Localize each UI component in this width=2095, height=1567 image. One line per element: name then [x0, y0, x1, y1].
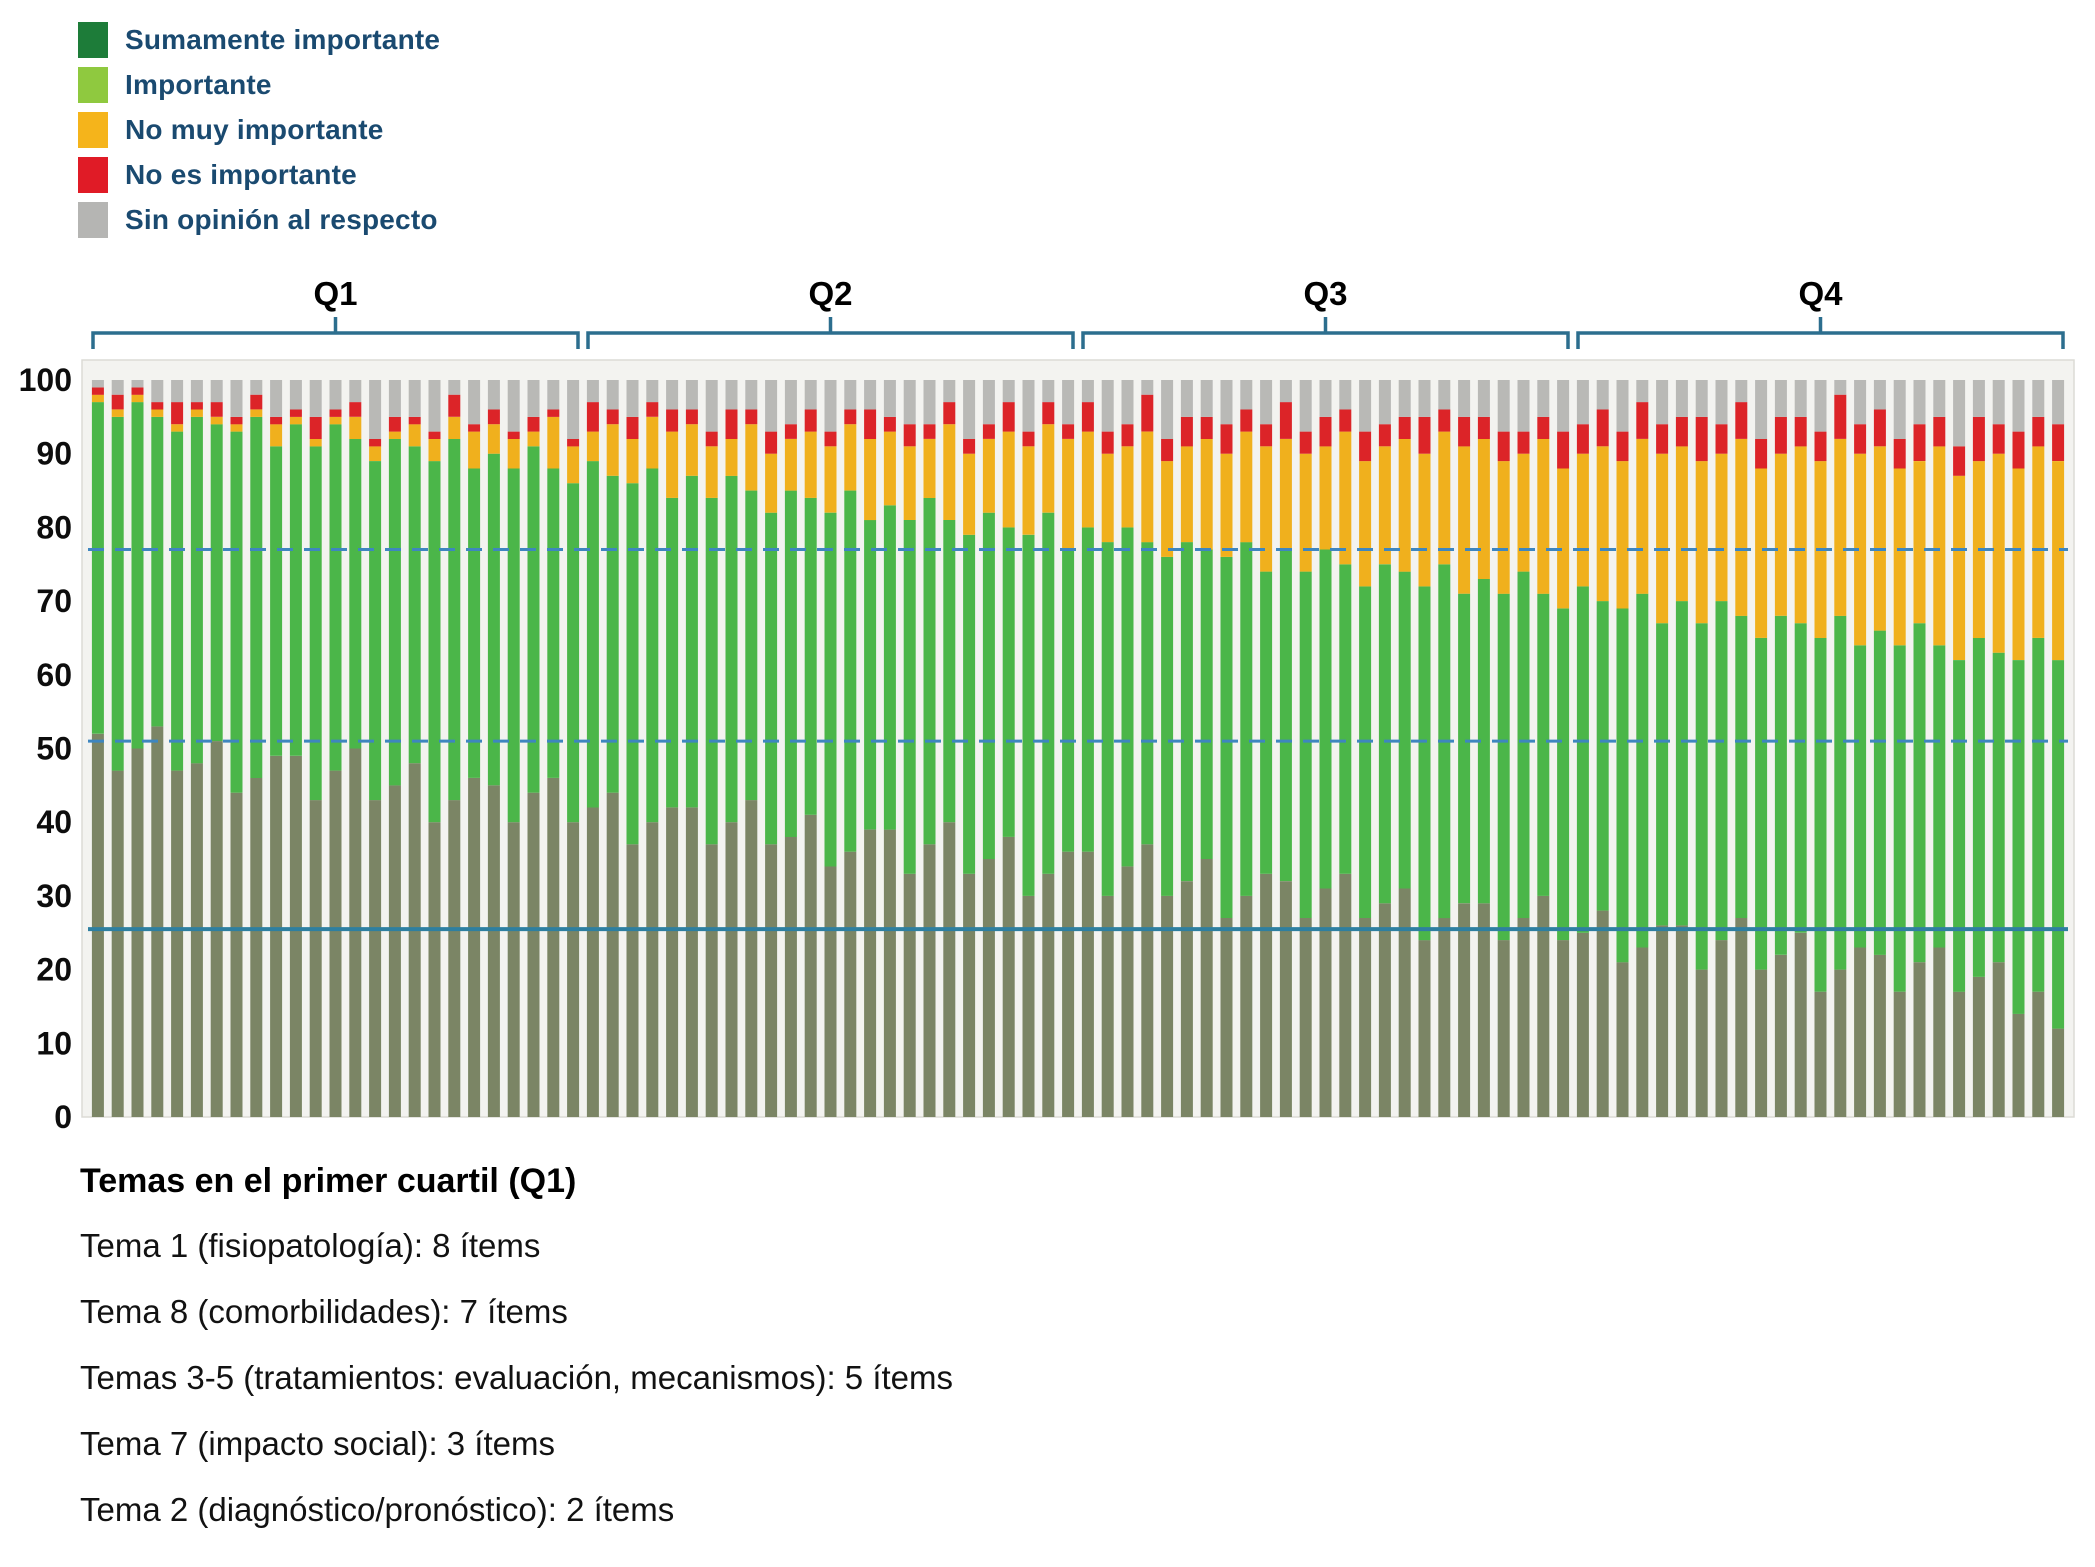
legend-item-sin-opinion: Sin opinión al respecto — [78, 202, 2095, 238]
svg-text:10: 10 — [36, 1025, 72, 1061]
svg-text:30: 30 — [36, 878, 72, 914]
legend-swatch-no-es-importante — [78, 157, 108, 193]
quartile-brackets: Q1 Q2 Q3 Q4 — [91, 275, 2065, 349]
svg-text:100: 100 — [19, 362, 72, 398]
summary-line-temas3-5: Temas 3-5 (tratamientos: evaluación, mec… — [80, 1359, 954, 1396]
legend-swatch-importante — [78, 67, 108, 103]
svg-text:Q1: Q1 — [313, 275, 357, 312]
svg-text:20: 20 — [36, 952, 72, 988]
legend-swatch-sin-opinion — [78, 202, 108, 238]
svg-text:50: 50 — [36, 731, 72, 767]
svg-text:90: 90 — [36, 436, 72, 472]
summary-title: Temas en el primer cuartil (Q1) — [80, 1162, 577, 1200]
svg-text:Q2: Q2 — [808, 275, 852, 312]
summary-line-tema1: Tema 1 (fisiopatología): 8 ítems — [80, 1227, 541, 1264]
bars — [91, 380, 2065, 1118]
legend-item-no-es-importante: No es importante — [78, 157, 2095, 193]
summary-line-tema8: Tema 8 (comorbilidades): 7 ítems — [80, 1293, 568, 1330]
chart-legend: Sumamente importante Importante No muy i… — [0, 0, 2095, 255]
stacked-bar-chart: 0 10 20 30 40 50 60 70 80 90 100 Q1 Q2 Q3 Q4 — [19, 275, 2075, 1135]
svg-text:40: 40 — [36, 804, 72, 840]
legend-item-no-muy-importante: No muy importante — [78, 112, 2095, 148]
svg-text:80: 80 — [36, 509, 72, 545]
svg-text:Q3: Q3 — [1303, 275, 1347, 312]
threshold-lines — [88, 548, 2068, 932]
legend-item-sumamente-importante: Sumamente importante — [78, 22, 2095, 58]
summary-line-tema2: Tema 2 (diagnóstico/pronóstico): 2 ítems — [80, 1491, 675, 1528]
svg-text:60: 60 — [36, 657, 72, 693]
legend-label-no-es-importante: No es importante — [125, 159, 357, 190]
quartile-summary: Temas en el primer cuartil (Q1) Tema 1 (… — [80, 1162, 2095, 1529]
legend-label-sumamente-importante: Sumamente importante — [125, 24, 441, 55]
legend-label-sin-opinion: Sin opinión al respecto — [125, 204, 438, 235]
legend-label-importante: Importante — [125, 69, 272, 100]
legend-item-importante: Importante — [78, 67, 2095, 103]
summary-line-tema7: Tema 7 (impacto social): 3 ítems — [80, 1425, 555, 1462]
y-axis-labels: 0 10 20 30 40 50 60 70 80 90 100 — [19, 362, 72, 1135]
legend-swatch-sumamente-importante — [78, 22, 108, 58]
svg-text:0: 0 — [54, 1099, 72, 1135]
svg-text:Q4: Q4 — [1798, 275, 1843, 312]
legend-swatch-no-muy-importante — [78, 112, 108, 148]
svg-text:70: 70 — [36, 583, 72, 619]
legend-label-no-muy-importante: No muy importante — [125, 114, 384, 145]
